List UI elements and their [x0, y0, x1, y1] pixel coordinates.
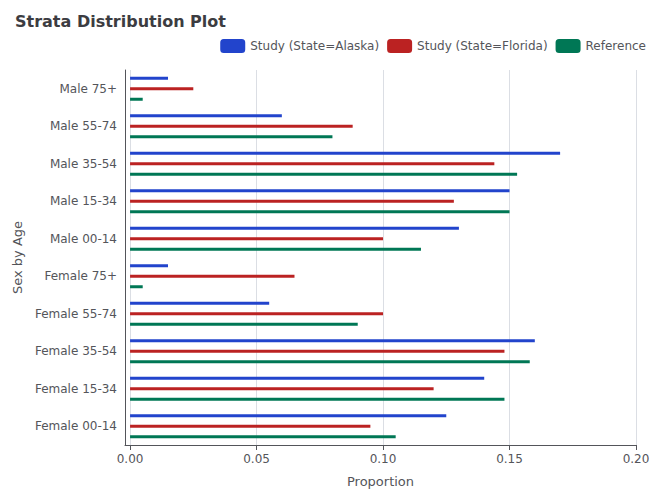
- svg-text:Male 35-54: Male 35-54: [50, 157, 117, 171]
- svg-text:Study (State=Alaska): Study (State=Alaska): [250, 39, 379, 53]
- svg-text:Male 75+: Male 75+: [59, 82, 117, 96]
- svg-text:0.00: 0.00: [117, 452, 144, 466]
- svg-text:Female 00-14: Female 00-14: [35, 419, 117, 433]
- svg-text:Study (State=Florida): Study (State=Florida): [417, 39, 547, 53]
- svg-text:0.05: 0.05: [243, 452, 270, 466]
- svg-text:0.15: 0.15: [496, 452, 523, 466]
- svg-text:0.10: 0.10: [370, 452, 397, 466]
- svg-text:Female 55-74: Female 55-74: [35, 307, 117, 321]
- svg-text:Female 35-54: Female 35-54: [35, 344, 117, 358]
- svg-text:0.20: 0.20: [623, 452, 650, 466]
- svg-text:Strata Distribution Plot: Strata Distribution Plot: [15, 12, 226, 31]
- svg-text:Proportion: Proportion: [347, 474, 414, 489]
- svg-text:Female 15-34: Female 15-34: [35, 382, 117, 396]
- svg-text:Reference: Reference: [586, 39, 646, 53]
- svg-text:Male 55-74: Male 55-74: [50, 119, 117, 133]
- svg-text:Female 75+: Female 75+: [44, 269, 117, 283]
- svg-text:Sex by Age: Sex by Age: [10, 221, 25, 294]
- svg-text:Male 15-34: Male 15-34: [50, 194, 117, 208]
- svg-text:Male 00-14: Male 00-14: [50, 232, 117, 246]
